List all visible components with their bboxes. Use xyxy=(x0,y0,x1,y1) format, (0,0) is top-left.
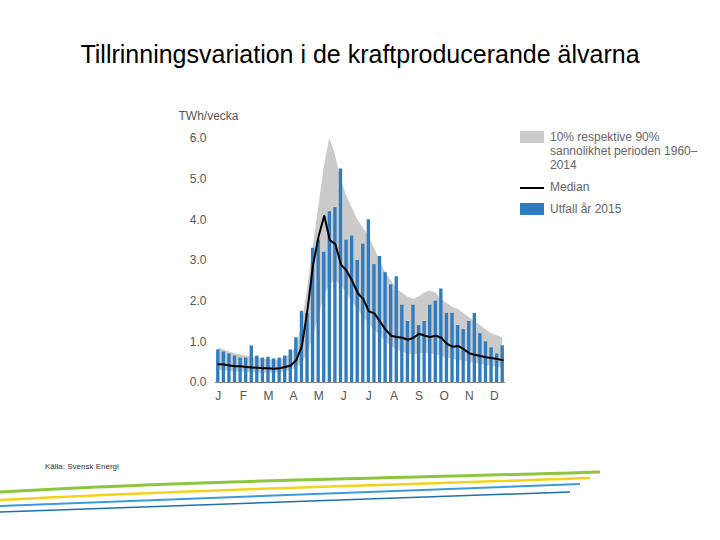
svg-text:2.0: 2.0 xyxy=(190,294,207,308)
html-text:Utfall år 2015: Utfall år 2015 xyxy=(550,202,622,216)
svg-text:J: J xyxy=(341,389,347,403)
svg-text:O: O xyxy=(439,389,448,403)
html-text:Tillrinningsvariation i de kra: Tillrinningsvariation i de kraftproducer… xyxy=(80,40,640,68)
html-text:10% respektive 90% sannolikhet: 10% respektive 90% sannolikhet perioden … xyxy=(550,130,698,172)
svg-text:S: S xyxy=(415,389,423,403)
svg-text:M: M xyxy=(263,389,273,403)
svg-text:5.0: 5.0 xyxy=(190,172,207,186)
svg-text:D: D xyxy=(490,389,499,403)
svg-text:TWh/vecka: TWh/vecka xyxy=(179,109,239,123)
svg-text:A: A xyxy=(290,389,298,403)
svg-text:J: J xyxy=(215,389,221,403)
html-text:Källa: Svensk Energi: Källa: Svensk Energi xyxy=(45,462,119,471)
svg-text:4.0: 4.0 xyxy=(190,213,207,227)
svg-text:N: N xyxy=(465,389,474,403)
svg-text:0.0: 0.0 xyxy=(190,375,207,389)
svg-text:3.0: 3.0 xyxy=(190,253,207,267)
svg-text:1.0: 1.0 xyxy=(190,335,207,349)
svg-text:J: J xyxy=(366,389,372,403)
svg-text:6.0: 6.0 xyxy=(190,131,207,145)
html-text:Median: Median xyxy=(550,180,590,194)
svg-text:A: A xyxy=(390,389,398,403)
svg-text:F: F xyxy=(240,389,247,403)
svg-text:M: M xyxy=(314,389,324,403)
